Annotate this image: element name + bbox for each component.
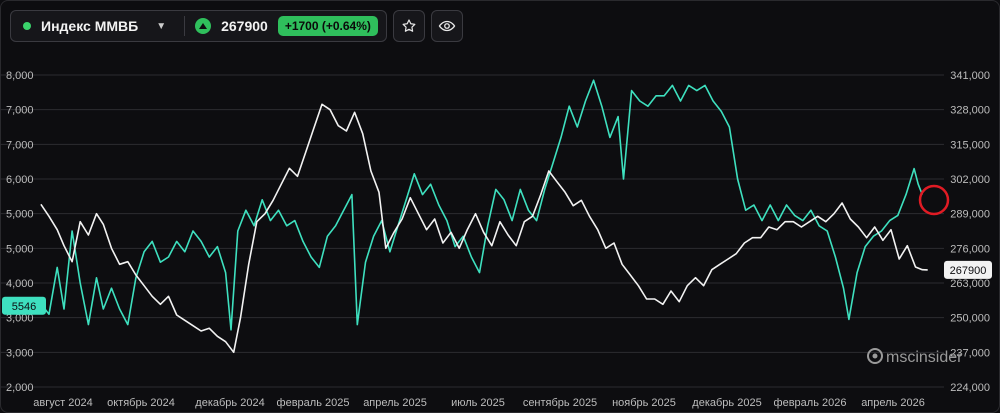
- ticker-name: Индекс ММВБ: [41, 18, 139, 34]
- right-tick-label: 328,000: [950, 105, 990, 117]
- highlight-circle: [918, 184, 950, 216]
- change-badge: +1700 (+0.64%): [277, 16, 378, 36]
- right-tick-label: 302,000: [950, 174, 990, 186]
- grid-lines: [0, 74, 944, 388]
- eye-icon: [438, 20, 456, 32]
- right-tick-label: 289,000: [950, 209, 990, 221]
- x-tick-label: август 2024: [33, 397, 92, 409]
- right-tick-label: 250,000: [950, 313, 990, 325]
- watermark: mscinsider: [867, 348, 963, 366]
- series-last-labels: 5546 267900: [2, 260, 992, 315]
- series-line-teal: [40, 79, 924, 331]
- left-tick-label: 5,000: [6, 209, 34, 221]
- right-tick-label: 263,000: [950, 278, 990, 290]
- favorite-button[interactable]: [392, 10, 425, 42]
- x-tick-label: сентябрь 2025: [523, 397, 597, 409]
- x-tick-label: февраль 2026: [774, 397, 847, 409]
- chart-toolbar: Индекс ММВБ ▼ 267900 +1700 (+0.64%): [10, 10, 463, 42]
- svg-text:267900: 267900: [950, 265, 987, 277]
- x-tick-label: декабрь 2024: [195, 397, 264, 409]
- x-tick-label: февраль 2025: [277, 397, 350, 409]
- svg-text:5546: 5546: [12, 301, 36, 313]
- x-tick-label: апрель 2026: [861, 397, 925, 409]
- x-tick-label: октябрь 2024: [107, 397, 175, 409]
- x-tick-label: апрель 2025: [363, 397, 427, 409]
- right-tick-label: 315,000: [950, 139, 990, 151]
- left-tick-label: 7,000: [6, 105, 34, 117]
- chevron-down-icon: ▼: [156, 20, 167, 32]
- left-tick-label: 6,000: [6, 174, 34, 186]
- right-tick-label: 341,000: [950, 70, 990, 82]
- x-tick-label: декабрь 2025: [692, 397, 761, 409]
- left-last-value-label: 5546: [2, 296, 46, 315]
- left-tick-label: 8,000: [6, 70, 34, 82]
- status-dot-icon: [23, 22, 31, 30]
- left-axis: 2,000 3,000 3,000 4,000 5,000 5,000 6,000 7,000…: [6, 70, 34, 394]
- ticker-selector[interactable]: Индекс ММВБ ▼ 267900 +1700 (+0.64%): [10, 10, 387, 42]
- price-value: 267900: [221, 18, 268, 34]
- left-tick-label: 7,000: [6, 139, 34, 151]
- right-tick-label: 224,000: [950, 382, 990, 394]
- series-line-white: [40, 103, 928, 354]
- left-tick-label: 3,000: [6, 347, 34, 359]
- divider: [184, 16, 186, 36]
- right-tick-label: 276,000: [950, 243, 990, 255]
- left-tick-label: 4,000: [6, 278, 34, 290]
- x-tick-label: ноябрь 2025: [612, 397, 676, 409]
- star-icon: [402, 19, 416, 32]
- x-axis: август 2024 октябрь 2024 декабрь 2024 февра…: [33, 397, 925, 409]
- right-last-value-label: 267900: [944, 260, 992, 279]
- visibility-button[interactable]: [430, 10, 463, 42]
- watermark-text: mscinsider: [886, 349, 963, 366]
- right-axis: 224,000 237,000 250,000 263,000 276,000 289,0…: [950, 70, 990, 394]
- left-tick-label: 2,000: [6, 382, 34, 394]
- up-arrow-icon: [195, 18, 212, 34]
- left-tick-label: 5,000: [6, 243, 34, 255]
- right-tick-label: 237,000: [950, 347, 990, 359]
- x-tick-label: июль 2025: [451, 397, 505, 409]
- left-tick-label: 3,000: [6, 313, 34, 325]
- series-lines: [40, 79, 928, 354]
